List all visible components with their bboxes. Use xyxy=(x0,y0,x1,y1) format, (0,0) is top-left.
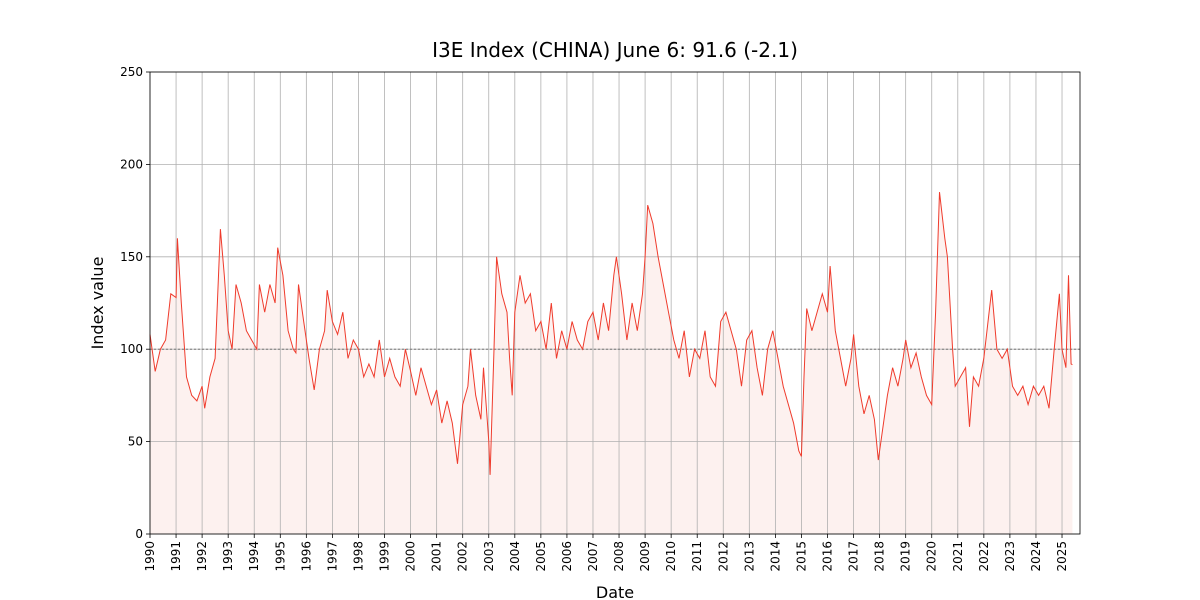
y-tick-label: 0 xyxy=(135,527,143,541)
x-tick-label: 1991 xyxy=(169,541,183,572)
x-tick-label: 2008 xyxy=(612,541,626,572)
x-tick-label: 2000 xyxy=(404,541,418,572)
x-tick-label: 1994 xyxy=(247,541,261,572)
x-tick-label: 1997 xyxy=(325,541,339,572)
x-tick-label: 2004 xyxy=(508,541,522,572)
x-tick-label: 2006 xyxy=(560,541,574,572)
x-tick-label: 2003 xyxy=(482,541,496,572)
y-tick-label: 100 xyxy=(120,342,143,356)
x-tick-label: 2019 xyxy=(899,541,913,572)
x-axis-label: Date xyxy=(596,583,634,600)
x-tick-label: 2007 xyxy=(586,541,600,572)
x-tick-label: 1990 xyxy=(143,541,157,572)
x-tick-label: 2018 xyxy=(873,541,887,572)
x-tick-label: 2005 xyxy=(534,541,548,572)
x-tick-label: 1995 xyxy=(273,541,287,572)
y-axis-label: Index value xyxy=(88,257,107,350)
x-tick-label: 2002 xyxy=(456,541,470,572)
plot-frame xyxy=(149,71,1081,535)
area-fill xyxy=(150,192,1073,534)
x-tick-label: 2011 xyxy=(690,541,704,572)
x-tick-label: 1999 xyxy=(378,541,392,572)
x-tick-label: 1992 xyxy=(195,541,209,572)
x-tick-label: 2015 xyxy=(794,541,808,572)
x-tick-label: 2024 xyxy=(1029,541,1043,572)
y-tick-label: 250 xyxy=(120,65,143,79)
chart-title: I3E Index (CHINA) June 6: 91.6 (-2.1) xyxy=(432,38,798,62)
y-tick-label: 50 xyxy=(128,435,143,449)
x-tick-label: 2010 xyxy=(664,541,678,572)
x-tick-label: 2009 xyxy=(638,541,652,572)
x-tick-label: 2023 xyxy=(1003,541,1017,572)
x-tick-label: 2020 xyxy=(925,541,939,572)
x-tick-label: 2017 xyxy=(847,541,861,572)
x-tick-label: 1993 xyxy=(221,541,235,572)
x-tick-label: 2021 xyxy=(951,541,965,572)
x-tick-label: 2025 xyxy=(1055,541,1069,572)
x-tick-label: 2013 xyxy=(742,541,756,572)
y-tick-label: 200 xyxy=(120,157,143,171)
x-tick-label: 2022 xyxy=(977,541,991,572)
x-tick-label: 2016 xyxy=(821,541,835,572)
index-line xyxy=(149,192,1073,475)
x-tick-label: 2012 xyxy=(716,541,730,572)
x-tick-label: 1996 xyxy=(299,541,313,572)
x-tick-label: 2001 xyxy=(430,541,444,572)
x-tick-label: 2014 xyxy=(768,541,782,572)
y-tick-label: 150 xyxy=(120,250,143,264)
x-tick-label: 1998 xyxy=(351,541,365,572)
